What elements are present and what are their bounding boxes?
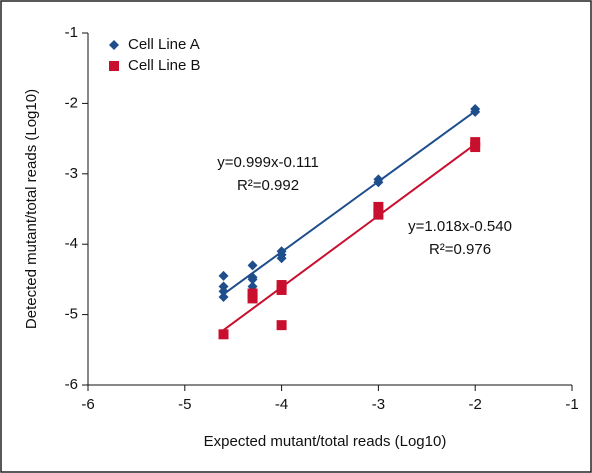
- point: [276, 284, 287, 295]
- point: [373, 209, 384, 220]
- r-squared: R²=0.976: [429, 241, 491, 258]
- point: [218, 270, 229, 281]
- point: [218, 329, 229, 340]
- y-tick-label: -6: [65, 376, 78, 393]
- legend-marker: [109, 40, 119, 50]
- point: [218, 292, 229, 302]
- x-tick-label: -2: [469, 396, 482, 413]
- legend-marker: [109, 61, 119, 71]
- r-squared: R²=0.992: [237, 177, 299, 194]
- point: [470, 142, 481, 153]
- trendline: [222, 110, 476, 295]
- point: [276, 320, 287, 331]
- equation: y=0.999x-0.111: [217, 154, 319, 171]
- equation: y=1.018x-0.540: [408, 218, 512, 235]
- point: [247, 260, 258, 271]
- legend-label: Cell Line B: [128, 57, 201, 74]
- point: [470, 106, 481, 117]
- x-tick-label: -4: [275, 396, 288, 413]
- x-tick-label: -1: [565, 396, 578, 413]
- x-tick-label: -5: [178, 396, 191, 413]
- y-tick-label: -2: [65, 94, 78, 111]
- point: [373, 177, 384, 188]
- legend-label: Cell Line A: [128, 36, 200, 53]
- x-axis-label: Expected mutant/total reads (Log10): [204, 433, 447, 450]
- trendline: [222, 143, 476, 331]
- y-tick-label: -1: [65, 24, 78, 41]
- point: [247, 274, 258, 285]
- point: [247, 293, 258, 304]
- point: [276, 253, 287, 264]
- y-axis-label: Detected mutant/total reads (Log10): [23, 89, 40, 329]
- point: [218, 286, 229, 297]
- y-tick-label: -4: [65, 235, 78, 252]
- x-tick-label: -3: [372, 396, 385, 413]
- y-tick-label: -3: [65, 165, 78, 182]
- y-tick-label: -5: [65, 306, 78, 323]
- x-tick-label: -6: [81, 396, 94, 413]
- point: [373, 201, 384, 212]
